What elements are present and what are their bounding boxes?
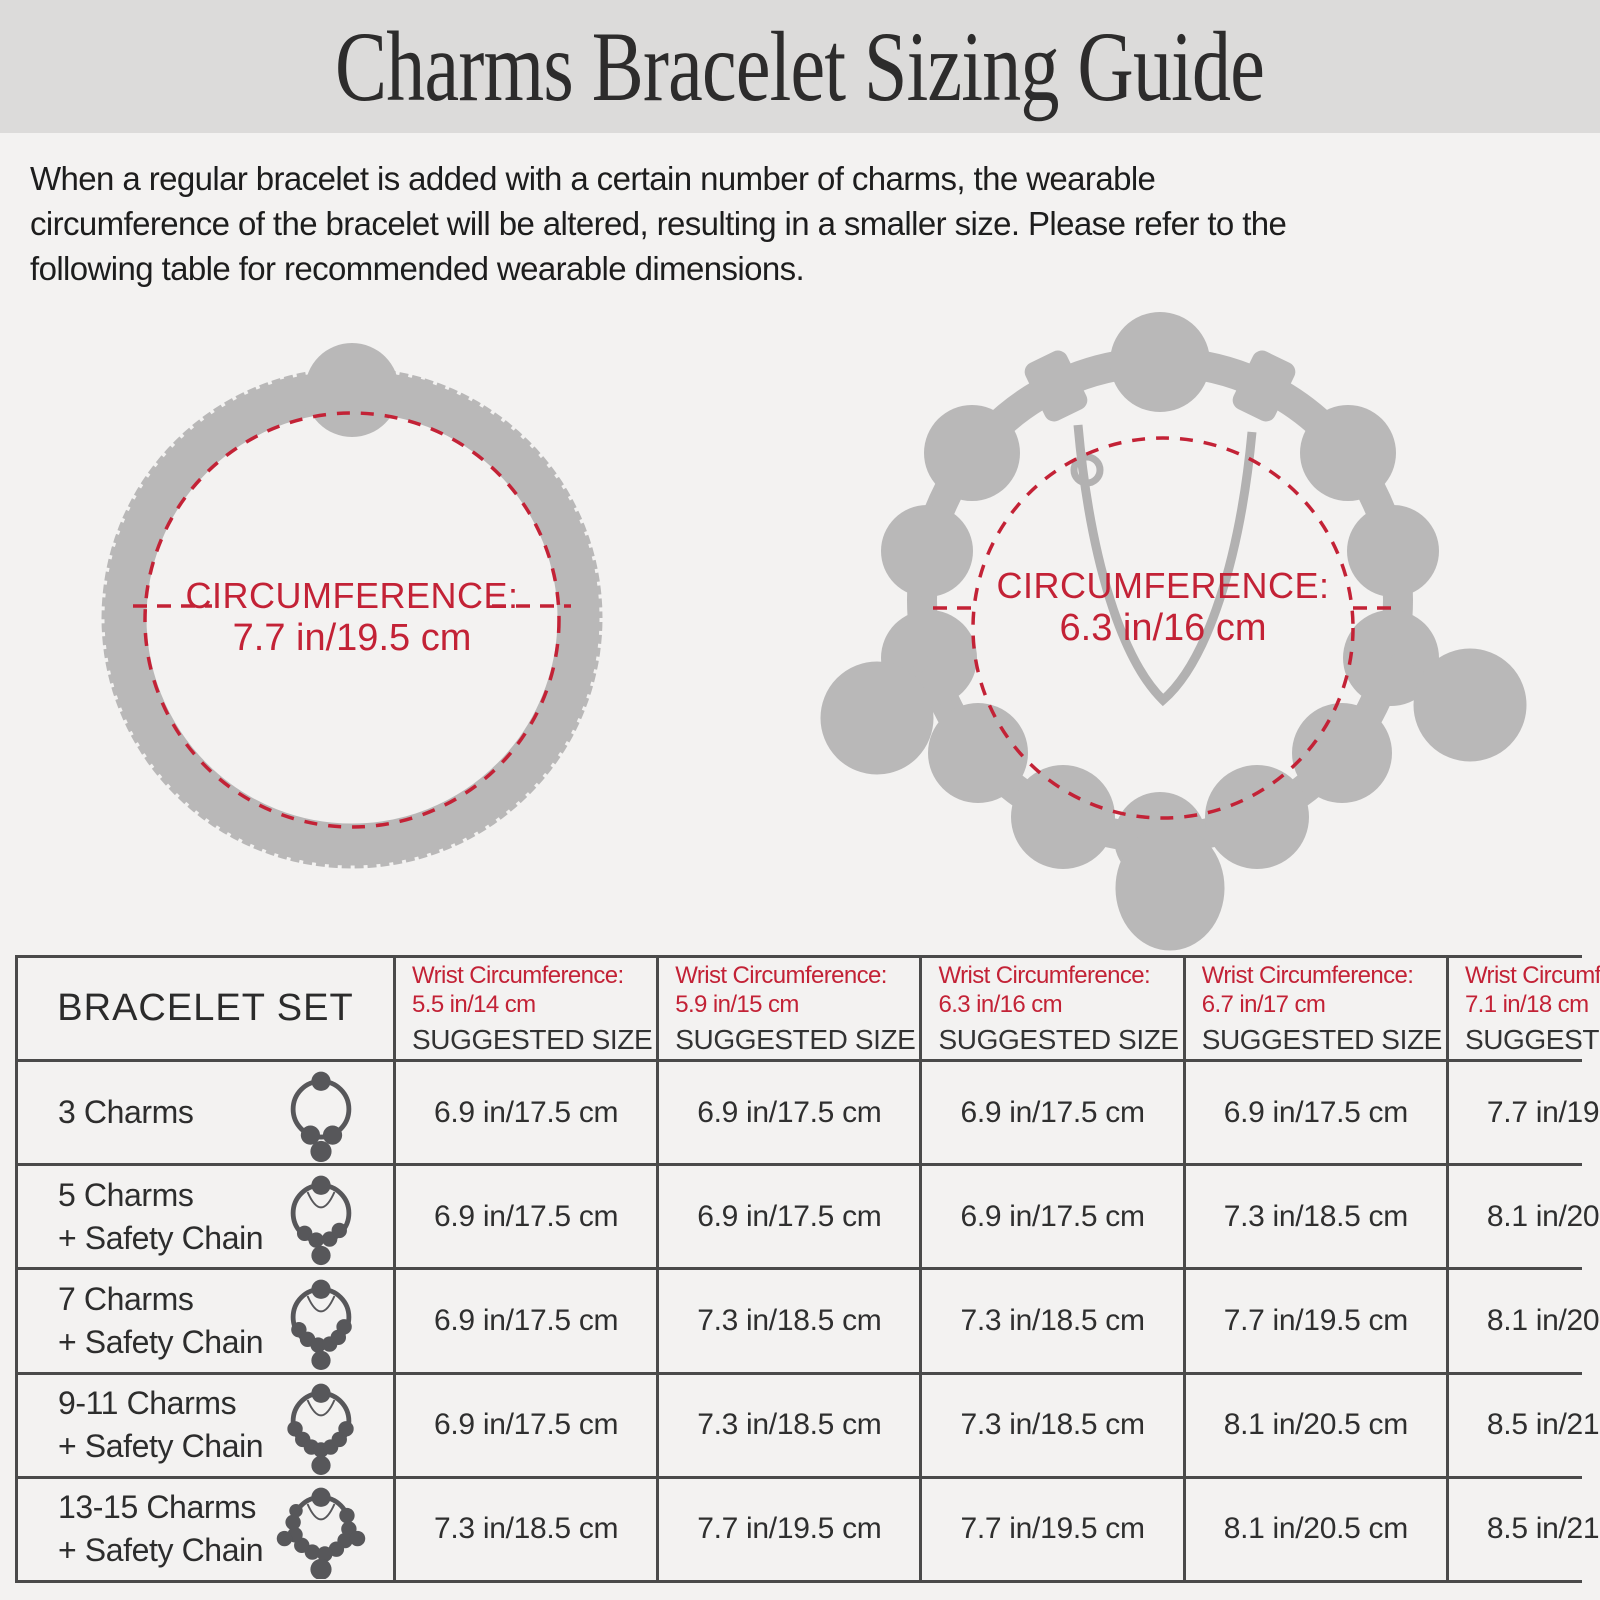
plain-bracelet-circumference-label: CIRCUMFERENCE: 7.7 in/19.5 cm [102, 576, 602, 660]
suggested-size-cell: 6.9 in/17.5 cm [922, 1062, 1183, 1164]
wrist-column-header: Wrist Circumference: 6.7 in/17 cm SUGGES… [1185, 958, 1446, 1060]
table-row-label: 3 Charms [18, 1062, 393, 1164]
suggested-size-cell: 8.1 in/20.5 cm [1185, 1478, 1446, 1580]
intro-paragraph: When a regular bracelet is added with a … [30, 156, 1590, 291]
wrist-circumference-label: Wrist Circumference: [1464, 962, 1600, 990]
suggested-size-label: SUGGESTED SIZE [675, 1024, 916, 1056]
header-band: Charms Bracelet Sizing Guide [0, 0, 1600, 133]
wrist-circumference-value: 5.9 in/15 cm [675, 991, 799, 1019]
suggested-size-cell: 8.1 in/20.5 cm [1448, 1166, 1600, 1268]
suggested-size-label: SUGGESTED SIZE [1201, 1024, 1443, 1056]
clasp-bead [305, 343, 399, 437]
suggested-size-cell: 7.3 in/18.5 cm [1185, 1166, 1446, 1268]
suggested-size-cell: 8.1 in/20.5 cm [1448, 1270, 1600, 1372]
suggested-size-cell: 6.9 in/17.5 cm [396, 1166, 657, 1268]
charm-bracelet-silhouette [820, 312, 1527, 951]
safety-chain [1070, 424, 1257, 707]
stopper-left [272, 377, 306, 421]
wrist-circumference-label: Wrist Circumference: [412, 962, 624, 990]
suggested-size-cell: 7.7 in/19.5 cm [1448, 1062, 1600, 1164]
table-row-label: 5 Charms + Safety Chain [18, 1166, 393, 1268]
bracelet-9-11-charms-safety-chain-icon [287, 1383, 354, 1476]
intro-line: When a regular bracelet is added with a … [30, 160, 1156, 197]
row-label-line2: + Safety Chain [58, 1532, 264, 1569]
suggested-size-cell: 7.7 in/19.5 cm [659, 1478, 920, 1580]
row-label-line1: 9-11 Charms [58, 1385, 237, 1422]
suggested-size-label: SUGGESTED SIZE [412, 1024, 653, 1056]
suggested-size-cell: 6.9 in/17.5 cm [396, 1062, 657, 1164]
row-label-line1: 7 Charms [58, 1281, 194, 1318]
circumference-caption: CIRCUMFERENCE: [996, 565, 1330, 606]
wrist-circumference-value: 5.5 in/14 cm [412, 991, 536, 1019]
dangling-charms [820, 648, 1527, 951]
suggested-size-cell: 7.7 in/19.5 cm [1185, 1270, 1446, 1372]
wrist-column-header: Wrist Circumference: 6.3 in/16 cm SUGGES… [922, 958, 1183, 1060]
bracelet-diagrams-illustration [99, 312, 1527, 951]
bracelet-13-15-charms-safety-chain-icon [276, 1488, 366, 1580]
wrist-circumference-label: Wrist Circumference: [938, 962, 1151, 990]
suggested-size-cell: 6.9 in/17.5 cm [1185, 1062, 1446, 1164]
page-title: Charms Bracelet Sizing Guide [335, 10, 1265, 122]
suggested-size-cell: 7.3 in/18.5 cm [922, 1374, 1183, 1476]
row-label-line1: 13-15 Charms [58, 1489, 256, 1526]
suggested-size-cell: 7.3 in/18.5 cm [922, 1270, 1183, 1372]
plain-bracelet-silhouette [99, 343, 605, 871]
suggested-size-cell: 6.9 in/17.5 cm [659, 1166, 920, 1268]
wrist-column-header: Wrist Circumference: 5.9 in/15 cm SUGGES… [659, 958, 920, 1060]
row-label-line1: 5 Charms [58, 1176, 194, 1213]
suggested-size-cell: 6.9 in/17.5 cm [396, 1270, 657, 1372]
row-label-line2: + Safety Chain [58, 1219, 264, 1256]
suggested-size-cell: 7.7 in/19.5 cm [922, 1478, 1183, 1580]
bracelet-3-charms-icon [290, 1071, 352, 1162]
charm-circumference-annotation [933, 436, 1393, 820]
table-row-label: 7 Charms + Safety Chain [18, 1270, 393, 1372]
plain-circumference-annotation [133, 411, 571, 829]
suggested-size-cell: 6.9 in/17.5 cm [396, 1374, 657, 1476]
suggested-size-label: SUGGESTED SIZE [938, 1024, 1179, 1056]
sizing-table: BRACELET SET Wrist Circumference: 5.5 in… [15, 955, 1600, 1583]
intro-line: following table for recommended wearable… [30, 250, 805, 287]
wrist-circumference-value: 6.7 in/17 cm [1201, 991, 1326, 1019]
stopper-right [398, 377, 432, 421]
bracelet-7-charms-safety-chain-icon [290, 1279, 352, 1371]
circumference-caption: CIRCUMFERENCE: [185, 575, 519, 616]
suggested-size-cell: 6.9 in/17.5 cm [659, 1062, 920, 1164]
suggested-size-cell: 8.5 in/21.5 cm [1448, 1478, 1600, 1580]
row-label-line1: 3 Charms [58, 1094, 194, 1131]
charm-bracelet-circumference-label: CIRCUMFERENCE: 6.3 in/16 cm [913, 566, 1413, 650]
suggested-size-label: SUGGESTED SIZE [1464, 1024, 1600, 1056]
suggested-size-cell: 7.3 in/18.5 cm [396, 1478, 657, 1580]
table-row-label: 9-11 Charms + Safety Chain [18, 1374, 393, 1476]
wrist-column-header: Wrist Circumference: 5.5 in/14 cm SUGGES… [396, 958, 657, 1060]
wrist-column-header: Wrist Circumference: 7.1 in/18 cm SUGGES… [1448, 958, 1600, 1060]
wrist-circumference-value: 6.3 in/16 cm [938, 991, 1063, 1019]
bracelet-5-charms-safety-chain-icon [290, 1175, 352, 1265]
table-row-label: 13-15 Charms + Safety Chain [18, 1478, 393, 1580]
wrist-circumference-label: Wrist Circumference: [1201, 962, 1414, 990]
row-label-line2: + Safety Chain [58, 1324, 264, 1361]
suggested-size-cell: 8.1 in/20.5 cm [1185, 1374, 1446, 1476]
suggested-size-cell: 7.3 in/18.5 cm [659, 1270, 920, 1372]
suggested-size-cell: 8.5 in/21.5 cm [1448, 1374, 1600, 1476]
wrist-circumference-value: 7.1 in/18 cm [1464, 991, 1589, 1019]
bracelet-set-column-header: BRACELET SET [18, 958, 393, 1060]
circumference-value: 7.7 in/19.5 cm [232, 617, 472, 659]
intro-line: circumference of the bracelet will be al… [30, 205, 1287, 242]
row-label-line2: + Safety Chain [58, 1428, 264, 1465]
suggested-size-cell: 6.9 in/17.5 cm [922, 1166, 1183, 1268]
circumference-value: 6.3 in/16 cm [1059, 607, 1267, 649]
suggested-size-cell: 7.3 in/18.5 cm [659, 1374, 920, 1476]
wrist-circumference-label: Wrist Circumference: [675, 962, 887, 990]
